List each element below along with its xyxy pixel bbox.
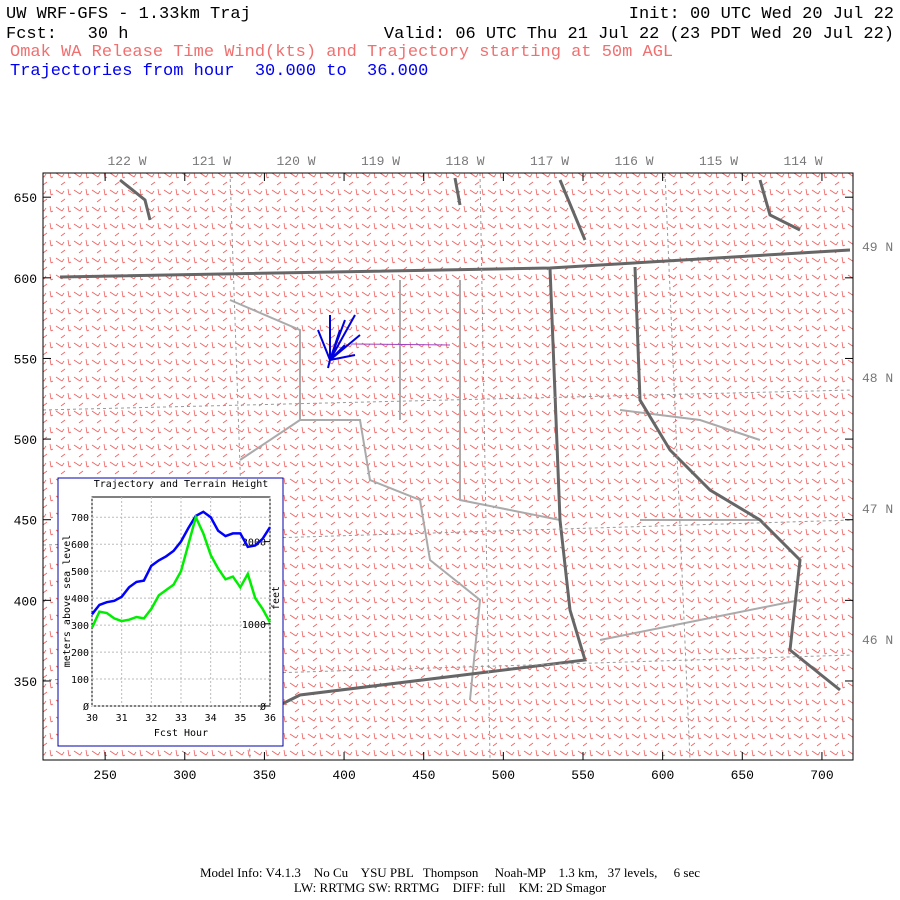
y2-tick-label: Ø <box>260 701 266 713</box>
x-tick-label: 300 <box>173 768 196 783</box>
longitude-label: 116 W <box>614 154 653 169</box>
longitude-label: 115 W <box>699 154 738 169</box>
x-tick-label: 34 <box>205 713 217 724</box>
inset-frame <box>57 477 284 747</box>
model-physics: LW: RRTMG SW: RRTMG DIFF: full KM: 2D Sm… <box>294 880 607 895</box>
x-tick-label: 600 <box>651 768 674 783</box>
y-tick-label: 700 <box>71 513 89 524</box>
title: UW WRF-GFS - 1.33km Traj <box>6 5 251 24</box>
x-tick-label: 350 <box>253 768 276 783</box>
init-time: Init: 00 UTC Wed 20 Jul 22 <box>629 5 894 24</box>
longitude-label: 119 W <box>361 154 400 169</box>
x-tick-label: 35 <box>234 713 246 724</box>
x-tick-label: 650 <box>731 768 754 783</box>
y-tick-label: 550 <box>14 352 37 367</box>
longitude-label: 122 W <box>107 154 146 169</box>
map-frame <box>42 172 854 761</box>
model-info: Model Info: V4.1.3 No Cu YSU PBL Thompso… <box>200 865 700 880</box>
y-tick-label: 300 <box>71 621 89 632</box>
x-tick-label: 31 <box>116 713 128 724</box>
y-tick-label: 400 <box>71 594 89 605</box>
x-tick-label: 250 <box>93 768 116 783</box>
county-borders <box>229 280 801 701</box>
x-axis-label: Fcst Hour <box>154 728 208 739</box>
x-tick-label: 33 <box>175 713 187 724</box>
inset-chart: Trajectory and Terrain Height Fcst Hour … <box>57 477 284 747</box>
trajectory-ground-track <box>351 343 451 346</box>
y-tick-label: 400 <box>14 594 37 609</box>
trajectory-paths <box>317 314 361 369</box>
x-tick-label: 30 <box>86 713 98 724</box>
series-line <box>90 513 272 629</box>
valid-time: Valid: 06 UTC Thu 21 Jul 22 (23 PDT Wed … <box>384 25 894 44</box>
y2-axis-label: feet <box>271 586 282 610</box>
y2-tick-label: 2000 <box>242 538 266 549</box>
y-tick-label: 650 <box>14 191 37 206</box>
x-tick-label: 700 <box>810 768 833 783</box>
longitude-label: 117 W <box>530 154 569 169</box>
longitude-label: 114 W <box>783 154 822 169</box>
subtitle: Omak WA Release Time Wind(kts) and Traje… <box>10 43 673 62</box>
longitude-label: 118 W <box>445 154 484 169</box>
latitude-label: 47 N <box>862 502 893 517</box>
latitude-label: 46 N <box>862 633 893 648</box>
x-tick-label: 400 <box>332 768 355 783</box>
forecast-hour: Fcst: 30 h <box>6 25 128 44</box>
longitude-label: 120 W <box>276 154 315 169</box>
x-tick-label: 500 <box>492 768 515 783</box>
x-tick-label: 36 <box>264 713 276 724</box>
x-tick-label: 32 <box>145 713 157 724</box>
y-tick-label: 100 <box>71 675 89 686</box>
x-tick-label: 550 <box>571 768 594 783</box>
y-tick-label: 500 <box>14 433 37 448</box>
y-tick-label: 600 <box>14 272 37 287</box>
y-tick-label: 350 <box>14 675 37 690</box>
longitude-label: 121 W <box>192 154 231 169</box>
y-tick-label: 450 <box>14 514 37 529</box>
x-tick-label: 450 <box>412 768 435 783</box>
y-axis-label: meters above sea level <box>62 535 73 667</box>
y-tick-label: 200 <box>71 648 89 659</box>
y-tick-label: 500 <box>71 567 89 578</box>
state-borders <box>59 177 851 722</box>
y2-tick-label: 1000 <box>242 620 266 631</box>
inset-title: Trajectory and Terrain Height <box>94 479 269 490</box>
trajectory-range: Trajectories from hour 30.000 to 36.000 <box>10 62 428 81</box>
y-tick-label: Ø <box>83 701 89 713</box>
series-line <box>91 510 272 616</box>
latitude-label: 48 N <box>862 371 893 386</box>
latitude-label: 49 N <box>862 240 893 255</box>
y-tick-label: 600 <box>71 540 89 551</box>
